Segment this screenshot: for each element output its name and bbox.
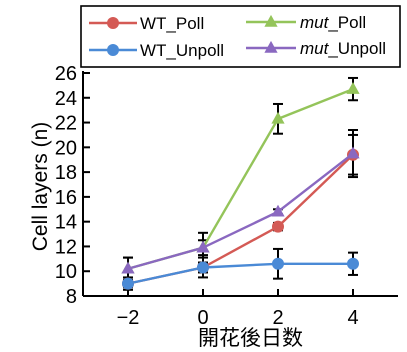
y-tick-label: 18 — [55, 162, 77, 184]
y-tick-label: 14 — [55, 212, 77, 234]
y-tick-label: 16 — [55, 187, 77, 209]
data-point-wt-unpoll — [272, 257, 284, 270]
legend-label-wt-unpoll: WT_Unpoll — [140, 41, 224, 60]
data-point-mut-unpoll — [121, 261, 135, 274]
x-axis-title: 開花後日数 — [198, 327, 303, 350]
legend-marker-mut-poll — [264, 14, 278, 27]
y-tick-label: 8 — [66, 286, 77, 308]
data-point-mut-unpoll — [271, 204, 285, 217]
series-line-mut-unpoll — [127, 152, 354, 270]
y-tick-label: 24 — [55, 88, 77, 110]
y-tick-label: 22 — [55, 113, 77, 135]
data-point-wt-unpoll — [122, 277, 134, 290]
series-markers — [121, 82, 360, 290]
x-tick-label: 0 — [197, 307, 208, 329]
legend-label-mut-unpoll: mut_Unpoll — [300, 39, 386, 58]
x-tick-label: −2 — [117, 307, 140, 329]
y-tick-label: 20 — [55, 137, 77, 159]
x-tick-label: 4 — [347, 307, 358, 329]
data-point-wt-poll — [272, 220, 284, 233]
data-point-wt-unpoll — [197, 261, 209, 274]
data-point-mut-poll — [271, 111, 285, 124]
legend: WT_Poll WT_Unpoll mut_Poll mut_Unpoll — [80, 5, 401, 68]
series-lines — [127, 87, 354, 285]
data-point-mut-unpoll — [196, 240, 210, 253]
y-tick-label: 10 — [55, 261, 77, 283]
legend-marker-wt-unpoll — [107, 44, 119, 56]
y-tick-label: 26 — [55, 63, 77, 85]
data-point-mut-poll — [346, 82, 360, 94]
legend-marker-mut-unpoll — [264, 40, 278, 53]
y-tick-label: 12 — [55, 236, 77, 258]
data-point-wt-unpoll — [347, 257, 359, 270]
legend-label-mut-poll: mut_Poll — [300, 13, 366, 32]
legend-marker-wt-poll — [107, 17, 119, 29]
legend-frame — [80, 5, 401, 68]
series-line-wt-unpoll — [127, 262, 353, 285]
y-axis-title: Cell layers (n) — [29, 122, 52, 252]
data-point-mut-unpoll — [346, 146, 360, 159]
x-tick-label: 2 — [272, 307, 283, 329]
legend-label-wt-poll: WT_Poll — [140, 14, 204, 33]
